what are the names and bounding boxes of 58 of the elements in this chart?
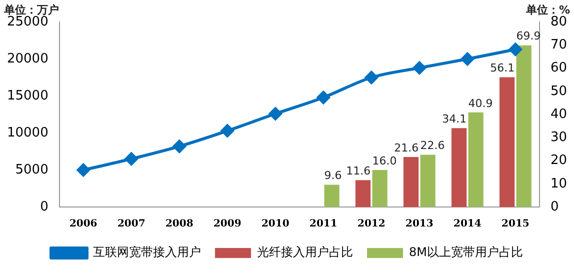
data-label: 21.6	[394, 141, 419, 154]
y2-tick-label: 60	[550, 60, 568, 76]
data-label: 16.0	[372, 154, 397, 168]
y2-tick-label: 10	[550, 176, 568, 192]
bar	[499, 77, 515, 207]
y2-tick-label: 20	[550, 153, 568, 168]
x-tick-label: 2009	[213, 218, 242, 230]
data-label: 56.1	[490, 62, 515, 75]
point	[172, 140, 186, 153]
bar	[468, 112, 484, 207]
data-label: 22.6	[420, 139, 445, 152]
point	[508, 42, 522, 56]
y-tick-label: 20000	[6, 51, 48, 66]
legend-label: 8M以上宽带用户占比	[409, 245, 524, 260]
point	[460, 52, 474, 66]
y2-tick-label: 30	[550, 130, 568, 145]
data-label: 40.9	[468, 96, 493, 110]
x-tick-label: 2013	[406, 218, 434, 230]
point	[124, 152, 138, 166]
point	[76, 164, 90, 176]
y-axis-title: 单位：万户	[3, 3, 59, 16]
y2-tick-label: 80	[550, 14, 568, 30]
bar	[403, 157, 419, 207]
bar	[420, 154, 436, 207]
point	[316, 90, 330, 104]
y2-tick-label: 40	[550, 106, 568, 122]
data-label: 34.1	[442, 112, 467, 126]
point	[268, 107, 282, 120]
bar	[516, 45, 532, 207]
x-tick-label: 2014	[454, 218, 482, 230]
x-tick-label: 2012	[358, 218, 386, 230]
y-tick-label: 15000	[6, 88, 48, 104]
x-tick-label: 2006	[69, 218, 98, 230]
legend-label: 互联网宽带接入用户	[93, 245, 202, 260]
y2-tick-label: 70	[550, 38, 568, 52]
x-tick-label: 2007	[117, 218, 146, 230]
y-tick-label: 0	[40, 199, 48, 214]
y2-tick-label: 50	[550, 84, 568, 99]
x-tick-label: 2015	[502, 218, 530, 230]
bar	[372, 170, 388, 207]
point	[220, 124, 234, 138]
bar	[451, 128, 467, 207]
x-tick-label: 2010	[261, 218, 290, 230]
y-tick-label: 5000	[15, 162, 48, 178]
bar	[355, 180, 371, 207]
y2-tick-label: 0	[550, 199, 559, 214]
y-tick-label: 10000	[6, 125, 48, 140]
legend-label: 光纤接入用户占比	[257, 245, 354, 260]
x-tick-label: 2008	[165, 218, 194, 230]
bar	[324, 184, 340, 207]
x-tick-label: 2011	[309, 218, 338, 230]
y2-axis-title: 单位：%	[524, 3, 570, 16]
data-label: 11.6	[346, 164, 371, 178]
data-label: 69.9	[516, 30, 541, 43]
data-label: 9.6	[324, 169, 342, 182]
y-tick-label: 25000	[6, 14, 48, 30]
point	[412, 61, 426, 74]
point	[364, 71, 378, 84]
